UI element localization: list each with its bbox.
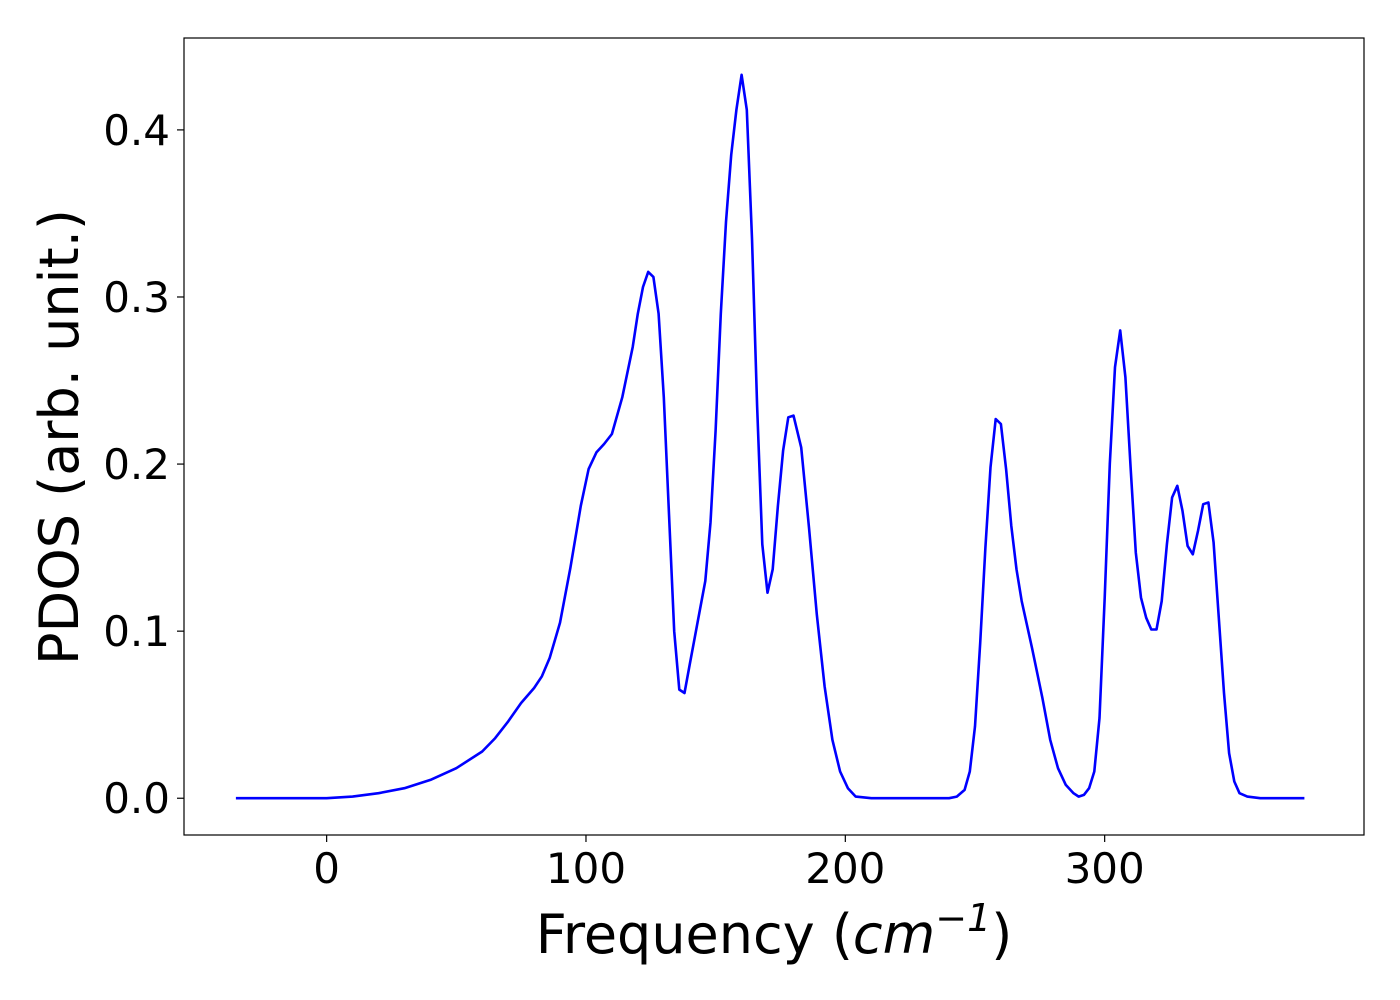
x-tick-label: 200: [805, 844, 885, 893]
y-tick-label: 0.4: [103, 106, 170, 155]
x-tick-label: 0: [313, 844, 340, 893]
y-axis-label: PDOS (arb. unit.): [28, 209, 91, 665]
x-axis-label-exponent: −1: [935, 896, 991, 940]
x-axis-label-main: Frequency (: [536, 903, 853, 966]
x-tick-label: 300: [1065, 844, 1145, 893]
y-tick-label: 0.2: [103, 440, 170, 489]
x-axis-ticks: 0 100 200 300: [313, 835, 1145, 893]
x-axis-label-unit: cm: [853, 903, 935, 966]
series-layer: [235, 73, 1305, 800]
x-axis-label: Frequency (cm−1): [536, 896, 1013, 966]
y-tick-label: 0.0: [103, 774, 170, 823]
pdos-series-line: [235, 73, 1305, 800]
plot-area: [183, 37, 1365, 836]
x-axis-label-close: ): [991, 903, 1012, 966]
y-tick-label: 0.1: [103, 607, 170, 656]
x-tick-label: 100: [546, 844, 626, 893]
y-tick-label: 0.3: [103, 273, 170, 322]
y-axis-ticks: 0.0 0.1 0.2 0.3 0.4: [103, 106, 184, 823]
